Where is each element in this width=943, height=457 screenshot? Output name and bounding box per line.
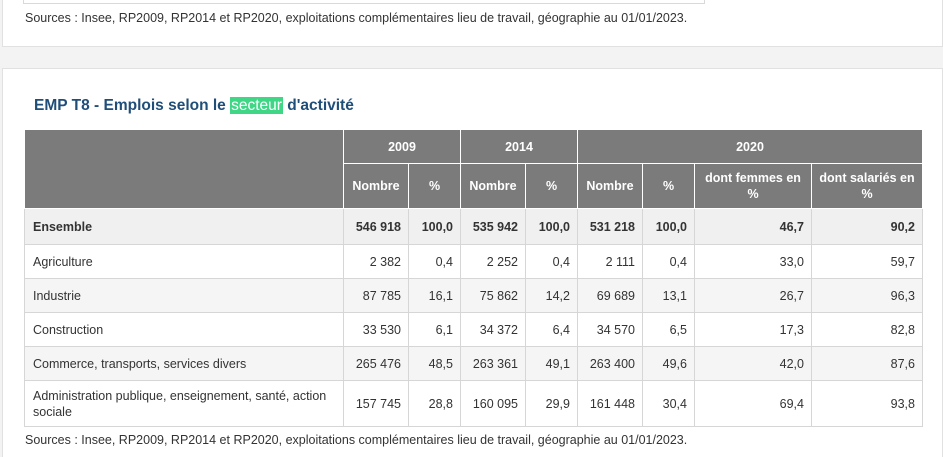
table-title-prefix: EMP T8 - Emplois selon le (34, 97, 231, 114)
cell-pct-2014: 6,4 (525, 312, 578, 347)
cell-nombre-2014: 2 252 (460, 244, 526, 279)
table-row-administration: Administration publique, enseignement, s… (24, 380, 923, 427)
table-row-industrie: Industrie 87 785 16,1 75 862 14,2 69 689… (24, 278, 923, 313)
cell-salaries: 93,8 (811, 380, 923, 427)
cell-nombre-2009: 157 745 (343, 380, 409, 427)
header-salaries: dont salariés en % (811, 163, 923, 209)
cell-pct-2009: 28,8 (408, 380, 461, 427)
cell-nombre-2020: 161 448 (577, 380, 643, 427)
table-title-suffix: d'activité (282, 97, 354, 114)
employment-table: 2009 2014 2020 Nombre % Nombre % Nombre … (24, 129, 923, 427)
cell-nombre-2014: 263 361 (460, 346, 526, 381)
cell-pct-2014: 14,2 (525, 278, 578, 313)
cell-pct-2009: 100,0 (408, 208, 461, 245)
cell-pct-2020: 0,4 (642, 244, 695, 279)
cell-nombre-2009: 546 918 (343, 208, 409, 245)
cell-pct-2009: 6,1 (408, 312, 461, 347)
cell-femmes: 26,7 (694, 278, 812, 313)
cell-nombre-2020: 263 400 (577, 346, 643, 381)
header-pct-2020: % (642, 163, 695, 209)
cell-femmes: 17,3 (694, 312, 812, 347)
cell-pct-2009: 48,5 (408, 346, 461, 381)
table-source: Sources : Insee, RP2009, RP2014 et RP202… (25, 433, 688, 447)
row-label: Administration publique, enseignement, s… (24, 380, 344, 427)
cell-pct-2014: 29,9 (525, 380, 578, 427)
cell-nombre-2009: 33 530 (343, 312, 409, 347)
cell-nombre-2014: 160 095 (460, 380, 526, 427)
header-corner (24, 129, 344, 209)
cell-nombre-2020: 531 218 (577, 208, 643, 245)
cell-nombre-2009: 2 382 (343, 244, 409, 279)
cell-femmes: 42,0 (694, 346, 812, 381)
cell-pct-2014: 49,1 (525, 346, 578, 381)
row-label: Construction (24, 312, 344, 347)
cell-nombre-2014: 34 372 (460, 312, 526, 347)
row-label: Industrie (24, 278, 344, 313)
cell-pct-2009: 16,1 (408, 278, 461, 313)
row-label: Agriculture (24, 244, 344, 279)
table-title: EMP T8 - Emplois selon le secteur d'acti… (34, 97, 354, 115)
previous-table-card: Sources : Insee, RP2009, RP2014 et RP202… (2, 0, 943, 47)
cell-pct-2020: 6,5 (642, 312, 695, 347)
cell-nombre-2020: 34 570 (577, 312, 643, 347)
header-year-2020: 2020 (577, 129, 923, 164)
cell-pct-2020: 49,6 (642, 346, 695, 381)
table-row-commerce: Commerce, transports, services divers 26… (24, 346, 923, 381)
cell-femmes: 33,0 (694, 244, 812, 279)
cell-nombre-2009: 87 785 (343, 278, 409, 313)
previous-table-edge (23, 0, 705, 4)
cell-nombre-2009: 265 476 (343, 346, 409, 381)
cell-salaries: 59,7 (811, 244, 923, 279)
row-label: Commerce, transports, services divers (24, 346, 344, 381)
header-nombre-2009: Nombre (343, 163, 409, 209)
table-row-construction: Construction 33 530 6,1 34 372 6,4 34 57… (24, 312, 923, 347)
cell-pct-2020: 30,4 (642, 380, 695, 427)
cell-femmes: 46,7 (694, 208, 812, 245)
search-highlight: secteur (230, 97, 283, 114)
header-year-2014: 2014 (460, 129, 578, 164)
header-nombre-2014: Nombre (460, 163, 526, 209)
header-pct-2014: % (525, 163, 578, 209)
cell-salaries: 87,6 (811, 346, 923, 381)
cell-salaries: 82,8 (811, 312, 923, 347)
cell-pct-2020: 100,0 (642, 208, 695, 245)
cell-femmes: 69,4 (694, 380, 812, 427)
cell-salaries: 90,2 (811, 208, 923, 245)
cell-pct-2009: 0,4 (408, 244, 461, 279)
header-year-2009: 2009 (343, 129, 461, 164)
cell-nombre-2014: 535 942 (460, 208, 526, 245)
header-row-years: 2009 2014 2020 (24, 129, 923, 209)
table-row-ensemble: Ensemble 546 918 100,0 535 942 100,0 531… (24, 208, 923, 245)
cell-nombre-2014: 75 862 (460, 278, 526, 313)
cell-salaries: 96,3 (811, 278, 923, 313)
header-nombre-2020: Nombre (577, 163, 643, 209)
cell-nombre-2020: 69 689 (577, 278, 643, 313)
cell-pct-2020: 13,1 (642, 278, 695, 313)
header-row-measures: Nombre % Nombre % Nombre % dont femmes e… (25, 163, 923, 209)
cell-pct-2014: 100,0 (525, 208, 578, 245)
cell-nombre-2020: 2 111 (577, 244, 643, 279)
header-femmes: dont femmes en % (694, 163, 812, 209)
header-pct-2009: % (408, 163, 461, 209)
table-row-agriculture: Agriculture 2 382 0,4 2 252 0,4 2 111 0,… (24, 244, 923, 279)
row-label: Ensemble (24, 208, 344, 245)
previous-table-source: Sources : Insee, RP2009, RP2014 et RP202… (25, 11, 688, 25)
cell-pct-2014: 0,4 (525, 244, 578, 279)
employment-sector-card: EMP T8 - Emplois selon le secteur d'acti… (2, 68, 943, 457)
